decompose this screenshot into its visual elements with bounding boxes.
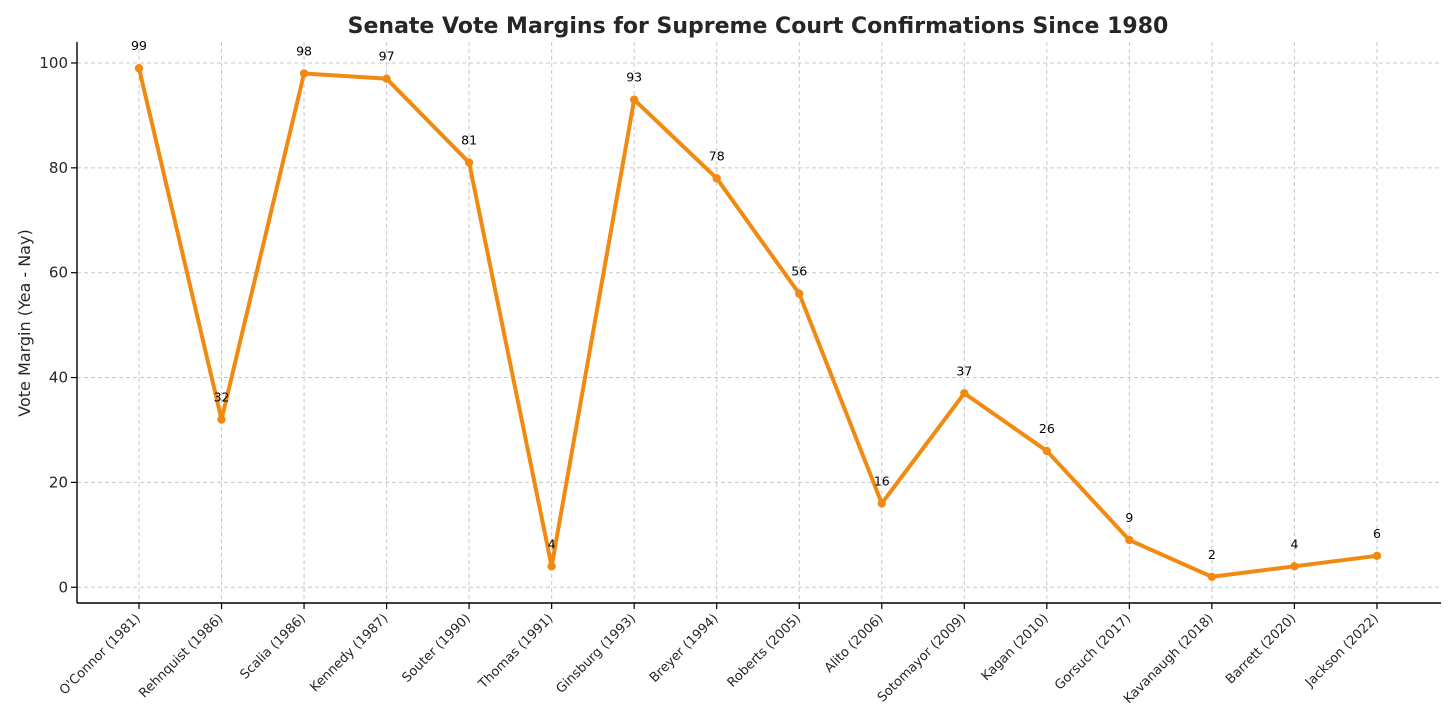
y-tick-label: 40 [49, 369, 68, 387]
x-tick-label: Barrett (2020) [1223, 611, 1299, 687]
data-point-marker [629, 95, 639, 104]
data-point-marker [134, 64, 144, 73]
data-label-layer: 99 32 98 97 81 4 93 78 56 16 37 26 9 2 4 6 [131, 38, 1381, 562]
x-tick-label: Kagan (2010) [979, 611, 1052, 684]
x-tick-label: O'Connor (1981) [57, 611, 144, 698]
y-tick-label: 100 [39, 54, 68, 72]
data-label: 81 [461, 133, 477, 148]
x-tick-label: Scalia (1986) [238, 611, 309, 682]
series-layer [134, 64, 1382, 581]
x-tick-label: Breyer (1994) [647, 611, 722, 686]
grid-layer [77, 42, 1441, 603]
vote-margin-series-line [137, 66, 1379, 579]
data-label: 56 [791, 264, 807, 279]
data-label: 4 [548, 536, 556, 551]
data-label: 97 [379, 49, 395, 64]
x-tick-label: Alito (2006) [822, 611, 887, 676]
data-point-marker [712, 174, 721, 183]
data-point-marker [1125, 535, 1134, 545]
x-tick-label: Kennedy (1987) [308, 611, 392, 695]
data-point-marker [547, 562, 556, 571]
data-label: 93 [626, 70, 642, 85]
x-tick-label: Kavanaugh (2018) [1121, 611, 1217, 707]
y-tick-label: 60 [49, 264, 68, 282]
y-axis-label: Vote Margin (Yea - Nay) [15, 229, 34, 416]
data-point-marker [1207, 572, 1217, 581]
data-label: 6 [1373, 526, 1381, 541]
data-label: 37 [956, 363, 972, 378]
x-tick-label: Sotomayor (2009) [875, 611, 969, 705]
data-label: 98 [296, 43, 312, 58]
y-tick-label: 80 [49, 159, 68, 177]
data-point-marker [877, 499, 886, 508]
x-tick-label: Jackson (2022) [1302, 611, 1382, 691]
data-point-marker [464, 158, 474, 167]
data-label: 16 [874, 473, 890, 488]
data-label: 78 [709, 148, 725, 163]
data-point-marker [1290, 562, 1299, 571]
chart-title: Senate Vote Margins for Supreme Court Co… [348, 14, 1169, 39]
y-tick-label: 0 [58, 578, 68, 596]
data-label: 4 [1290, 536, 1298, 551]
x-tick-label: Rehnquist (1986) [136, 611, 226, 701]
data-label: 99 [131, 38, 147, 53]
y-tick-layer: 0 20 40 60 80 100 [39, 54, 77, 596]
data-label: 32 [214, 389, 230, 404]
x-tick-label: Souter (1990) [400, 611, 474, 685]
data-label: 9 [1125, 510, 1133, 525]
data-point-marker [217, 415, 226, 424]
axis-layer [76, 42, 1441, 604]
x-tick-label: Ginsburg (1993) [554, 611, 640, 697]
x-tick-label: Roberts (2005) [725, 611, 804, 690]
data-label: 2 [1208, 547, 1216, 562]
x-tick-label: Thomas (1991) [475, 611, 556, 692]
data-label: 26 [1039, 421, 1055, 436]
data-point-marker [795, 289, 804, 298]
data-point-marker [1372, 551, 1382, 561]
data-point-marker [1042, 446, 1052, 456]
y-tick-label: 20 [49, 473, 68, 491]
x-tick-label: Gorsuch (2017) [1052, 611, 1134, 693]
data-point-marker [960, 389, 969, 398]
data-point-marker [299, 69, 309, 78]
data-point-marker [382, 74, 391, 83]
x-tick-layer: O'Connor (1981)Rehnquist (1986) Scalia (1… [57, 603, 1382, 707]
